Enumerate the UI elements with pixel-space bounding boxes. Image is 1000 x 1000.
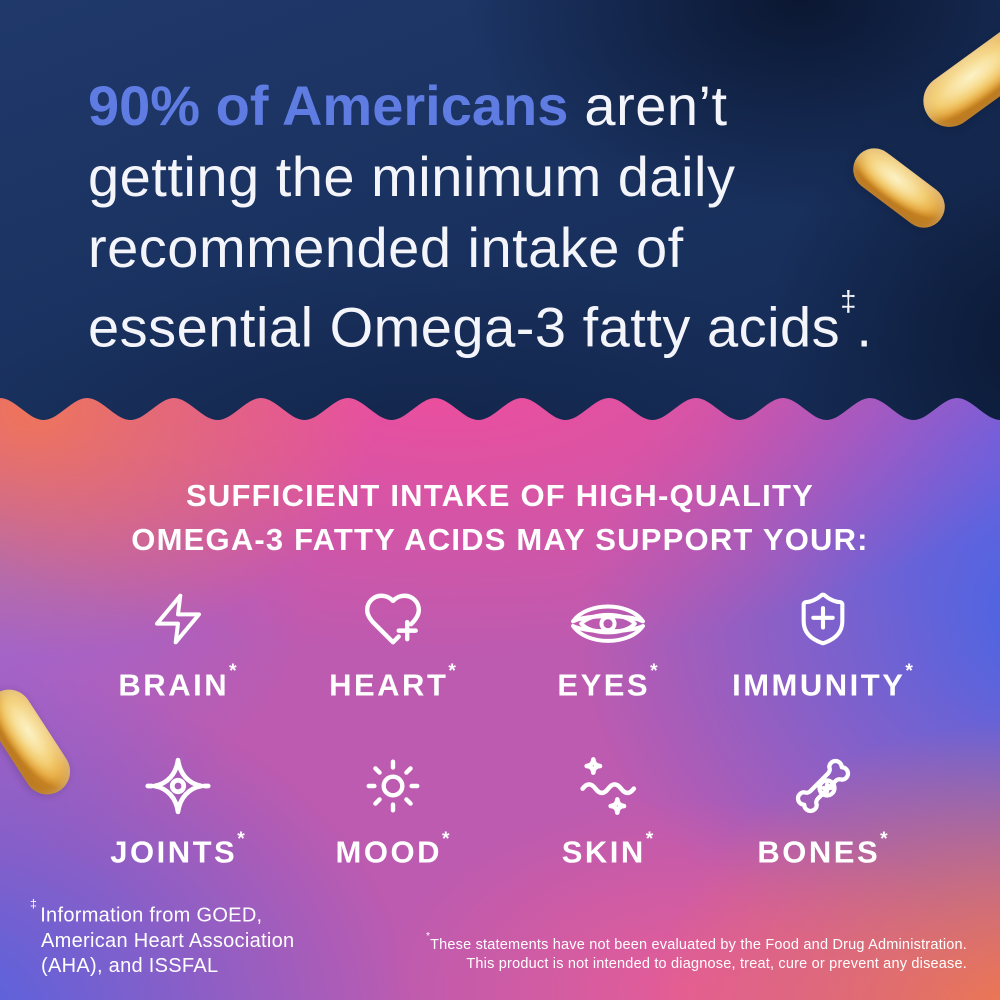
sources-footnote: ‡Information from GOED, American Heart A…: [30, 897, 295, 977]
sparkle-star-icon: [144, 752, 211, 820]
benefit-joints: JOINTS*: [70, 752, 285, 869]
bone-plus-icon: [793, 752, 853, 820]
benefit-brain: BRAIN*: [70, 585, 285, 702]
hero-section: 90% of Americans aren’t getting the mini…: [0, 0, 1000, 425]
asterisk-footnote-mark: *: [425, 931, 431, 943]
benefit-skin: SKIN*: [500, 752, 715, 869]
fda-disclaimer: *These statements have not been evaluate…: [425, 931, 967, 973]
benefits-grid: BRAIN* HEART* EYES*: [70, 585, 930, 870]
benefit-mood: MOOD*: [285, 752, 500, 869]
benefit-label: IMMUNITY*: [732, 661, 913, 703]
dagger-footnote-mark: ‡: [30, 897, 38, 912]
headline-highlight: 90% of Americans: [88, 74, 569, 137]
benefit-eyes: EYES*: [500, 585, 715, 702]
shield-plus-icon: [794, 585, 852, 653]
hero-headline: 90% of Americans aren’t getting the mini…: [88, 74, 873, 359]
benefit-heart: HEART*: [285, 585, 500, 702]
benefit-label: BRAIN*: [118, 661, 237, 703]
benefits-heading: SUFFICIENT INTAKE OF HIGH-QUALITY OMEGA-…: [131, 478, 869, 557]
dagger-footnote-mark: ‡: [840, 285, 857, 318]
sun-icon: [362, 752, 424, 820]
softgel-capsule-top-right-icon: [913, 13, 1000, 137]
wave-sparkles-icon: [576, 752, 640, 820]
benefit-label: HEART*: [329, 661, 456, 703]
softgel-capsule-left-icon: [0, 680, 79, 804]
benefit-label: EYES*: [557, 661, 658, 703]
benefit-label: JOINTS*: [110, 828, 245, 870]
eye-icon: [566, 585, 650, 653]
benefit-bones: BONES*: [715, 752, 930, 869]
lightning-bolt-icon: [150, 585, 206, 653]
heart-plus-icon: [362, 585, 424, 653]
benefit-label: SKIN*: [561, 828, 654, 870]
benefit-label: BONES*: [757, 828, 888, 870]
benefit-label: MOOD*: [335, 828, 450, 870]
benefit-immunity: IMMUNITY*: [715, 585, 930, 702]
